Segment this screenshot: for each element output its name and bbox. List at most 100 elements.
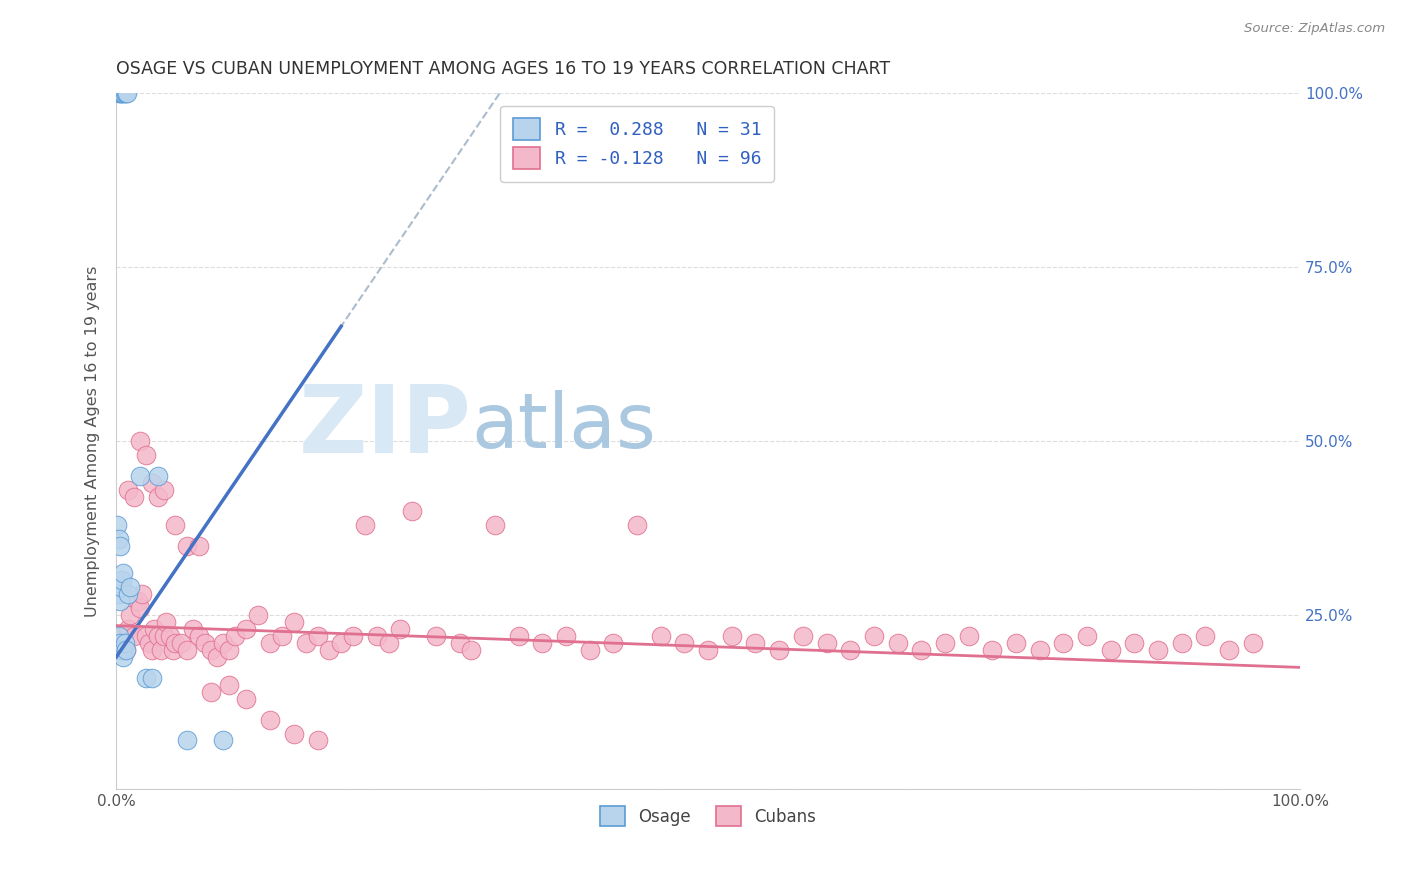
Point <box>650 629 672 643</box>
Point <box>152 629 174 643</box>
Point <box>1147 643 1170 657</box>
Point <box>218 678 240 692</box>
Point <box>110 86 132 100</box>
Point <box>211 733 233 747</box>
Point <box>107 587 129 601</box>
Point <box>981 643 1004 657</box>
Point <box>176 733 198 747</box>
Point <box>188 539 211 553</box>
Point <box>114 643 136 657</box>
Point <box>910 643 932 657</box>
Point <box>744 636 766 650</box>
Point <box>934 636 956 650</box>
Point <box>218 643 240 657</box>
Point <box>111 574 134 588</box>
Point <box>211 636 233 650</box>
Point <box>152 483 174 497</box>
Point <box>176 643 198 657</box>
Point <box>127 594 149 608</box>
Point <box>602 636 624 650</box>
Y-axis label: Unemployment Among Ages 16 to 19 years: Unemployment Among Ages 16 to 19 years <box>86 266 100 617</box>
Point <box>768 643 790 657</box>
Point <box>110 580 132 594</box>
Point <box>108 636 131 650</box>
Point <box>150 643 173 657</box>
Point <box>162 643 184 657</box>
Point <box>188 629 211 643</box>
Point <box>107 86 129 100</box>
Point <box>673 636 696 650</box>
Point <box>863 629 886 643</box>
Point <box>1241 636 1264 650</box>
Point <box>205 649 228 664</box>
Point <box>170 636 193 650</box>
Text: OSAGE VS CUBAN UNEMPLOYMENT AMONG AGES 16 TO 19 YEARS CORRELATION CHART: OSAGE VS CUBAN UNEMPLOYMENT AMONG AGES 1… <box>117 60 890 78</box>
Point <box>307 629 329 643</box>
Point <box>114 86 136 100</box>
Point <box>1028 643 1050 657</box>
Point <box>271 629 294 643</box>
Point <box>555 629 578 643</box>
Point <box>135 629 157 643</box>
Point <box>108 539 131 553</box>
Point <box>1076 629 1098 643</box>
Point <box>425 629 447 643</box>
Point <box>578 643 600 657</box>
Point <box>354 517 377 532</box>
Text: ZIP: ZIP <box>298 381 471 474</box>
Point <box>531 636 554 650</box>
Point <box>259 713 281 727</box>
Point <box>235 691 257 706</box>
Point <box>108 86 131 100</box>
Point <box>307 733 329 747</box>
Point <box>114 636 136 650</box>
Point <box>141 671 163 685</box>
Point <box>120 608 142 623</box>
Point <box>401 504 423 518</box>
Point <box>318 643 340 657</box>
Point <box>146 490 169 504</box>
Point <box>111 86 134 100</box>
Point <box>330 636 353 650</box>
Point <box>235 622 257 636</box>
Text: Source: ZipAtlas.com: Source: ZipAtlas.com <box>1244 22 1385 36</box>
Point <box>108 594 131 608</box>
Point <box>720 629 742 643</box>
Point <box>1123 636 1146 650</box>
Point <box>366 629 388 643</box>
Point <box>342 629 364 643</box>
Point <box>112 649 135 664</box>
Point <box>176 539 198 553</box>
Point <box>141 475 163 490</box>
Point <box>114 86 136 100</box>
Point <box>200 685 222 699</box>
Point <box>107 532 129 546</box>
Point <box>1052 636 1074 650</box>
Point <box>283 615 305 629</box>
Point <box>460 643 482 657</box>
Point <box>115 86 138 100</box>
Point <box>259 636 281 650</box>
Point <box>129 434 152 449</box>
Point <box>957 629 980 643</box>
Point <box>129 469 152 483</box>
Point <box>886 636 908 650</box>
Point <box>165 636 187 650</box>
Point <box>194 636 217 650</box>
Point <box>122 629 145 643</box>
Point <box>815 636 838 650</box>
Point <box>141 643 163 657</box>
Point <box>247 608 270 623</box>
Point <box>294 636 316 650</box>
Point <box>165 517 187 532</box>
Point <box>1005 636 1028 650</box>
Point <box>1099 643 1122 657</box>
Point <box>122 490 145 504</box>
Point <box>1194 629 1216 643</box>
Point <box>135 448 157 462</box>
Point <box>146 629 169 643</box>
Point <box>117 587 139 601</box>
Point <box>110 643 132 657</box>
Point <box>112 86 135 100</box>
Point <box>120 580 142 594</box>
